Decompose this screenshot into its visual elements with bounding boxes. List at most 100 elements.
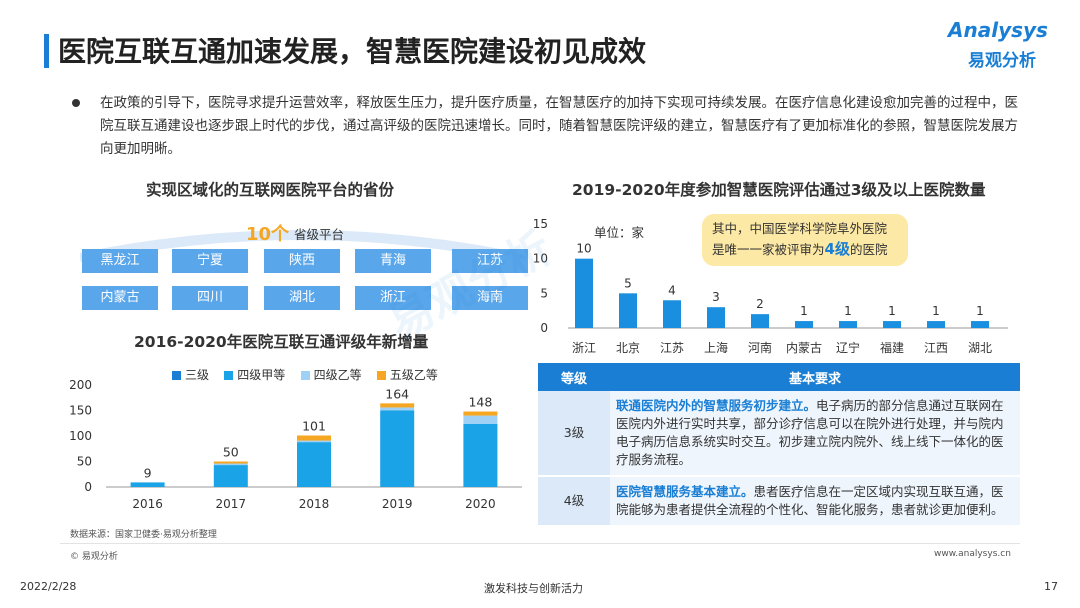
x-tick-label: 上海 <box>704 340 728 355</box>
data-label: 4 <box>668 283 676 297</box>
bar-segment <box>380 403 415 408</box>
bar <box>619 293 637 328</box>
x-tick-label: 北京 <box>616 341 640 355</box>
bar-segment <box>463 423 498 487</box>
data-label: 10 <box>576 242 591 256</box>
logo-text: Analysys <box>948 18 1048 42</box>
y-tick-label: 10 <box>533 252 548 266</box>
bar-segment <box>380 410 415 487</box>
x-tick-label: 2017 <box>216 497 247 511</box>
x-tick-label: 2016 <box>132 497 163 511</box>
table-header-row: 等级 基本要求 <box>538 363 1020 391</box>
bar <box>971 321 989 328</box>
callout-box: 其中，中国医学科学院阜外医院 是唯一一家被评审为4级的医院 <box>702 214 908 266</box>
data-label: 164 <box>385 386 409 401</box>
data-label: 101 <box>302 418 326 433</box>
callout-line1: 其中，中国医学科学院阜外医院 <box>712 221 888 236</box>
website-link[interactable]: www.analysys.cn <box>934 549 1011 559</box>
province-box: 四川 <box>172 286 248 310</box>
y-tick-label: 100 <box>69 429 92 443</box>
bar-segment <box>463 415 498 424</box>
province-box: 黑龙江 <box>82 249 158 273</box>
page-number: 17 <box>1044 580 1058 593</box>
chart2-title: 2019-2020年度参加智慧医院评估通过3级及以上医院数量 <box>572 181 986 199</box>
x-tick-label: 河南 <box>748 340 772 355</box>
legend-swatch-sijijia <box>224 371 234 380</box>
province-box: 海南 <box>452 286 528 310</box>
x-tick-label: 2020 <box>465 497 496 511</box>
y-tick-label: 150 <box>69 404 92 418</box>
logo-cn-text: 易观分析 <box>968 51 1036 71</box>
bar-segment <box>463 411 498 416</box>
x-tick-label: 2018 <box>299 497 330 511</box>
province-box: 宁夏 <box>172 249 248 273</box>
data-label: 1 <box>844 304 852 318</box>
province-box: 浙江 <box>355 286 431 310</box>
chart2-unit: 单位：家 <box>594 225 645 240</box>
data-label: 50 <box>223 445 239 460</box>
bar-segment <box>213 463 248 466</box>
data-label: 1 <box>976 304 984 318</box>
y-tick-label: 5 <box>540 286 548 300</box>
legend-item-sijijia: 四级甲等 <box>224 368 285 382</box>
callout-line2-post: 的医院 <box>849 242 888 257</box>
data-label: 5 <box>624 276 632 290</box>
data-label: 1 <box>800 304 808 318</box>
footer-divider <box>60 543 1020 544</box>
platform-count-label: 省级平台 <box>294 227 345 242</box>
requirement-text: 患者医疗信息在一定区域内实现互联互通，医院能够为患者提供全流程的个性化、智能化服… <box>616 484 1004 517</box>
bar <box>751 314 769 328</box>
province-box: 青海 <box>355 249 431 273</box>
table-cell-requirement: 联通医院内外的智慧服务初步建立。电子病历的部分信息通过互联网在医院内外进行实时共… <box>610 391 1020 477</box>
legend-swatch-wujiyi <box>376 371 386 380</box>
bar <box>795 321 813 328</box>
intro-paragraph: 在政策的引导下，医院寻求提升运营效率，释放医生压力，提升医疗质量，在智慧医疗的加… <box>100 95 1018 157</box>
callout-highlight: 4级 <box>824 240 850 258</box>
x-tick-label: 江西 <box>924 341 948 355</box>
requirement-highlight: 医院智慧服务基本建立。 <box>616 484 754 499</box>
table-cell-requirement: 医院智慧服务基本建立。患者医疗信息在一定区域内实现互联互通，医院能够为患者提供全… <box>610 476 1020 525</box>
y-tick-label: 0 <box>540 321 548 335</box>
legend-item-sanji: 三级 <box>172 368 209 382</box>
bar-segment <box>297 442 331 487</box>
bar-segment <box>213 461 248 464</box>
platforms-title: 实现区域化的互联网医院平台的省份 <box>146 181 395 199</box>
province-box: 湖北 <box>264 286 340 310</box>
copyright: © 易观分析 <box>70 552 118 562</box>
table-row: 4级 医院智慧服务基本建立。患者医疗信息在一定区域内实现互联互通，医院能够为患者… <box>538 476 1020 525</box>
requirement-text: 电子病历的部分信息通过互联网在医院内外进行实时共享，部分诊疗信息可以在院外进行处… <box>616 398 1004 467</box>
province-box: 陕西 <box>264 249 340 273</box>
province-box: 内蒙古 <box>82 286 158 310</box>
y-tick-label: 50 <box>77 455 92 469</box>
data-label: 9 <box>144 465 152 480</box>
x-tick-label: 辽宁 <box>836 340 860 355</box>
province-box: 江苏 <box>452 249 528 273</box>
bar-segment <box>213 465 248 487</box>
bar <box>663 300 681 328</box>
footer-date: 2022/2/28 <box>20 580 77 593</box>
chart1-legend: 三级 四级甲等 四级乙等 五级乙等 <box>172 366 438 383</box>
platform-arc <box>80 230 520 262</box>
table-cell-level: 3级 <box>538 391 610 477</box>
legend-label-wujiyi: 五级乙等 <box>389 368 438 382</box>
legend-item-sijiyi: 四级乙等 <box>300 368 362 382</box>
data-label: 1 <box>932 304 940 318</box>
data-source: 数据来源：国家卫健委·易观分析整理 <box>70 530 217 540</box>
platform-count: 10个 <box>246 224 290 245</box>
bar-segment <box>380 407 415 411</box>
legend-swatch-sijiyi <box>300 371 310 380</box>
legend-label-sijiyi: 四级乙等 <box>313 368 362 382</box>
data-label: 1 <box>888 304 896 318</box>
bullet-icon <box>72 99 80 107</box>
data-label: 2 <box>756 297 764 311</box>
table-cell-level: 4级 <box>538 476 610 525</box>
y-tick-label: 0 <box>84 480 92 494</box>
x-tick-label: 2019 <box>382 497 413 511</box>
page-title: 医院互联互通加速发展，智慧医院建设初见成效 <box>58 35 647 68</box>
bar <box>839 321 857 328</box>
bar <box>707 307 725 328</box>
y-tick-label: 200 <box>69 378 92 392</box>
legend-swatch-sanji <box>172 371 181 380</box>
legend-label-sijijia: 四级甲等 <box>237 368 286 382</box>
data-label: 3 <box>712 290 720 304</box>
